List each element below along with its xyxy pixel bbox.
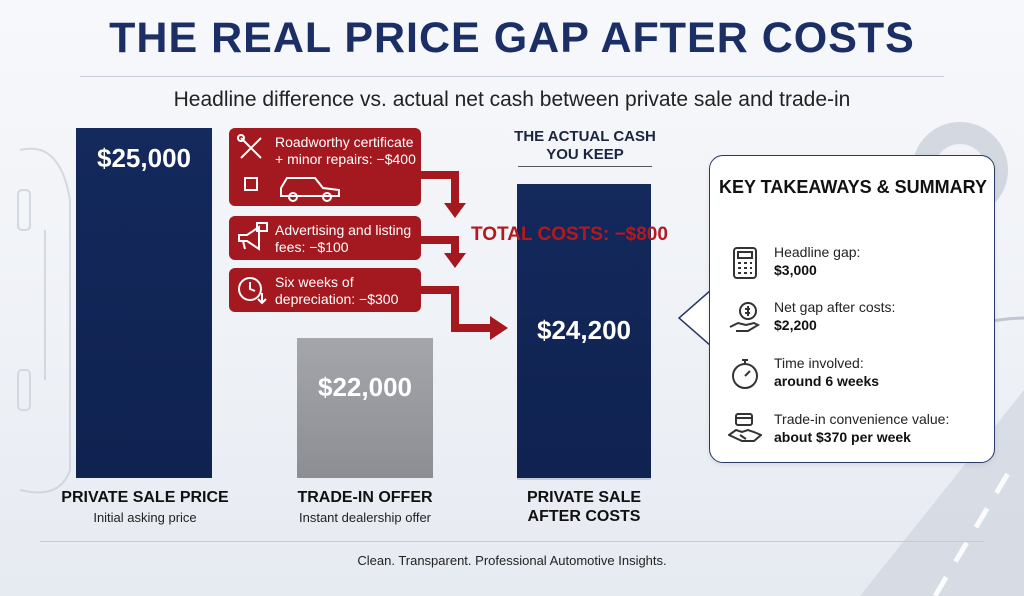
takeaway-value: about $370 per week (774, 429, 911, 445)
category-sub-private-sale: Initial asking price (93, 510, 197, 525)
bar-value-trade-in: $22,000 (318, 372, 412, 402)
takeaway-label: Time involved: (774, 355, 864, 371)
cost-label-roadworthy: Roadworthy certificate + minor repairs: … (275, 134, 416, 167)
title-divider (80, 76, 944, 77)
category-label-after-costs: PRIVATE SALE AFTER COSTS (526, 489, 642, 525)
takeaways-title: KEY TAKEAWAYS & SUMMARY (718, 177, 988, 197)
takeaways-panel: KEY TAKEAWAYS & SUMMARY Headline gap: $3… (709, 155, 995, 463)
category-label-private-sale: PRIVATE SALE PRICE (61, 489, 229, 506)
bar-private-sale-after-costs (517, 184, 651, 478)
cost-label-advertising: Advertising and listing fees: −$100 (275, 222, 412, 255)
megaphone-icon (238, 222, 268, 251)
takeaway-item: Trade-in convenience value: about $370 p… (724, 411, 984, 455)
cost-box-advertising: Advertising and listing fees: −$100 (229, 216, 421, 260)
cost-box-depreciation: Six weeks of depreciation: −$300 (229, 268, 421, 312)
page-title: THE REAL PRICE GAP AFTER COSTS (109, 14, 915, 62)
bar-private-sale-price (76, 128, 212, 478)
takeaway-item: Headline gap: $3,000 (724, 244, 984, 288)
tools-car-icon (237, 134, 340, 202)
cost-label-depreciation: Six weeks of depreciation: −$300 (275, 274, 399, 307)
page-subtitle: Headline difference vs. actual net cash … (173, 88, 851, 111)
footer-divider (40, 541, 984, 542)
clock-down-icon (238, 277, 267, 305)
takeaway-label: Trade-in convenience value: (774, 411, 950, 427)
bar-trade-in-offer (297, 338, 433, 478)
handshake-icon (728, 413, 762, 442)
bar-value-private-sale: $25,000 (97, 143, 191, 173)
bar-value-after-costs: $24,200 (537, 315, 631, 345)
total-costs-label: TOTAL COSTS: −$800 (471, 224, 668, 245)
money-hand-icon (729, 302, 761, 332)
takeaway-value: $3,000 (774, 262, 817, 278)
footer-text: Clean. Transparent. Professional Automot… (357, 553, 667, 568)
takeaway-label: Headline gap: (774, 244, 861, 260)
takeaway-value: around 6 weeks (774, 373, 880, 389)
takeaway-item: Net gap after costs: $2,200 (724, 299, 984, 343)
actual-cash-label: THE ACTUAL CASH YOU KEEP (514, 128, 656, 163)
category-label-trade-in: TRADE-IN OFFER (297, 489, 433, 506)
takeaway-item: Time involved: around 6 weeks (724, 355, 984, 399)
calculator-icon (733, 247, 757, 279)
category-sub-trade-in: Instant dealership offer (298, 510, 431, 525)
cost-box-roadworthy: Roadworthy certificate + minor repairs: … (229, 128, 421, 206)
actual-cash-divider (518, 166, 652, 167)
takeaway-label: Net gap after costs: (774, 299, 896, 315)
takeaway-value: $2,200 (774, 317, 817, 333)
stopwatch-icon (732, 359, 758, 389)
